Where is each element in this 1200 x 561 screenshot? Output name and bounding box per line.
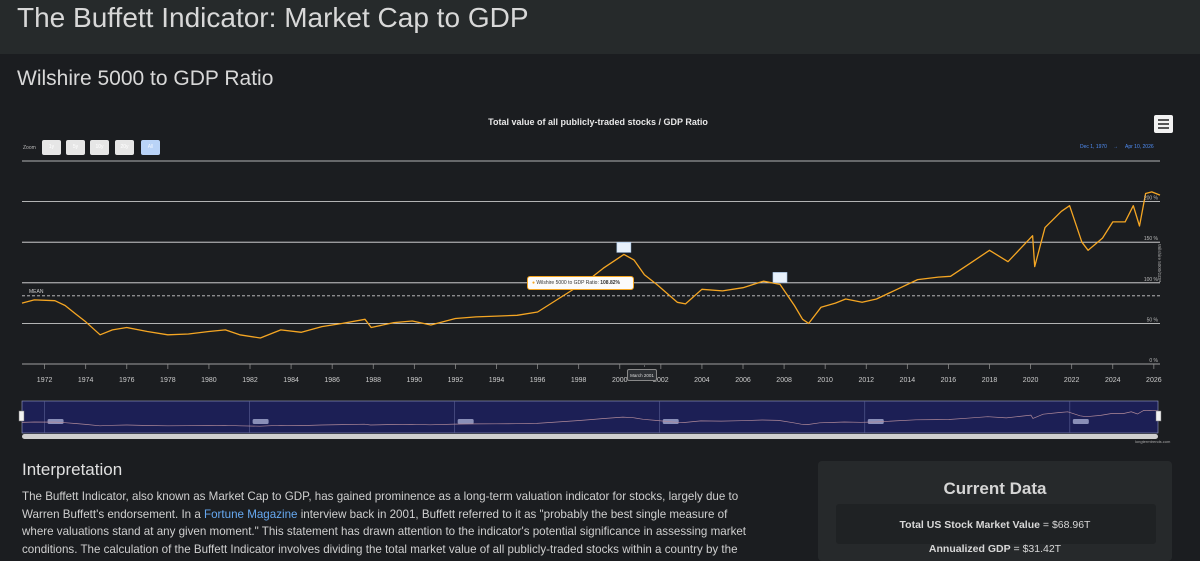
chart-svg[interactable]: 0 % 50 % 100 % 150 % 200 % MEAN 1972 1974 1976 19…	[0, 104, 1200, 450]
zoom-button-1y[interactable]: 1y	[42, 140, 61, 155]
event-flag-marker	[772, 272, 788, 283]
x-tick-label: 1984	[283, 377, 299, 384]
x-tick-label: 1976	[119, 377, 135, 384]
menu-line	[1158, 119, 1169, 121]
x-tick-label: 1988	[365, 377, 381, 384]
navigator-year-tag	[47, 419, 64, 424]
menu-line	[1158, 127, 1169, 129]
x-tick-label: 2024	[1105, 377, 1121, 384]
market-value: = $68.96T	[1042, 519, 1091, 531]
y-tick-label: 50 %	[1147, 317, 1159, 323]
navigator-scrollbar[interactable]	[22, 434, 1158, 439]
y-tick-label: 150 %	[1144, 236, 1159, 242]
x-tick-label: 2018	[982, 377, 998, 384]
x-tick-label: 2004	[694, 377, 710, 384]
chart-credit[interactable]: longtermtrends.com	[1135, 439, 1171, 444]
zoom-button-20y[interactable]: 20y	[115, 140, 134, 155]
navigator-series-line	[21, 409, 1159, 427]
chart-title: Total value of all publicly-traded stock…	[488, 117, 708, 127]
gdp-label: Annualized GDP	[928, 543, 1011, 555]
y-axis-title: Wilshire 5000/GDP	[1157, 244, 1162, 283]
interpretation-title: Interpretation	[22, 460, 123, 479]
x-tick-label: 1996	[530, 377, 546, 384]
gdp-line: Annualized GDP = $31.42T	[818, 543, 1172, 555]
navigator-panel	[21, 400, 1159, 434]
y-tick-label: 200 %	[1144, 196, 1159, 202]
market-value-line: Total US Stock Market Value = $68.96T	[818, 519, 1172, 531]
x-tick-label: 2010	[817, 377, 833, 384]
zoom-button-10y[interactable]: 10y	[90, 140, 109, 155]
mean-label: MEAN	[29, 289, 44, 295]
x-tick-label: 1972	[37, 377, 53, 384]
tooltip-value: 108.82%	[600, 280, 620, 286]
top-bar	[0, 0, 1200, 54]
navigator-year-tag	[1072, 419, 1089, 424]
tooltip-series-name: Wilshire 5000 to GDP Ratio:	[536, 280, 599, 286]
gdp-value: = $31.42T	[1013, 543, 1062, 555]
range-from-input[interactable]: Dec 1, 1970	[1080, 144, 1107, 150]
zoom-button-5y[interactable]: 5y	[66, 140, 85, 155]
x-tick-label: 2006	[735, 377, 751, 384]
x-tick-label: 1998	[571, 377, 587, 384]
navigator-year-tag	[457, 419, 474, 424]
menu-line	[1158, 123, 1169, 125]
current-data-card: Current Data Total US Stock Market Value…	[818, 461, 1172, 561]
current-data-title: Current Data	[943, 479, 1047, 498]
x-tick-label: 2002	[653, 377, 669, 384]
y-tick-label: 0 %	[1149, 358, 1158, 364]
event-flag-marker	[616, 242, 632, 253]
range-to-input[interactable]: Apr 10, 2026	[1125, 144, 1154, 150]
x-tick-label: 2014	[900, 377, 916, 384]
x-tick-label: 1982	[242, 377, 258, 384]
navigator-year-tag	[252, 419, 269, 424]
tooltip-dot-icon: ●	[532, 280, 536, 286]
x-tick-label: 2000	[612, 377, 628, 384]
zoom-button-all[interactable]: All	[141, 140, 160, 155]
navigator-handle-left[interactable]	[18, 410, 25, 422]
x-tick-label: 1992	[448, 377, 464, 384]
interpretation-text: The Buffett Indicator, also known as Mar…	[22, 488, 762, 558]
navigator-handle-right[interactable]	[1155, 410, 1162, 422]
crosshair-date-label: March 2001	[627, 369, 657, 381]
x-tick-label: 2020	[1023, 377, 1039, 384]
x-tick-label: 2022	[1064, 377, 1080, 384]
x-tick-label: 2012	[858, 377, 874, 384]
x-tick-label: 2008	[776, 377, 792, 384]
zoom-label: Zoom	[23, 145, 36, 151]
x-tick-label: 1986	[324, 377, 340, 384]
interpretation-text-end: interview back in 2001, Buffett referred…	[22, 507, 747, 556]
x-tick-label: 2016	[941, 377, 957, 384]
x-tick-label: 1974	[78, 377, 94, 384]
navigator-year-tag	[867, 419, 884, 424]
x-tick-label: 1990	[407, 377, 423, 384]
chart-container[interactable]: 0 % 50 % 100 % 150 % 200 % MEAN 1972 1974 1976 19…	[0, 104, 1200, 450]
x-tick-label: 1994	[489, 377, 505, 384]
hamburger-menu-icon[interactable]	[1154, 115, 1173, 133]
x-tick-label: 1980	[201, 377, 217, 384]
chart-tooltip: ● Wilshire 5000 to GDP Ratio: 108.82%	[527, 276, 634, 290]
current-data-row	[836, 504, 1156, 544]
interpretation-text-start: The Buffett Indicator, also known as Mar…	[22, 490, 739, 521]
x-tick-label: 2026	[1146, 377, 1162, 384]
series-line-wilshire-gdp	[21, 191, 1161, 339]
y-tick-label: 100 %	[1144, 277, 1159, 283]
fortune-magazine-link[interactable]: Fortune Magazine	[204, 507, 298, 521]
range-separator: →	[1113, 144, 1118, 150]
page-title: The Buffett Indicator: Market Cap to GDP	[17, 2, 529, 33]
section-title: Wilshire 5000 to GDP Ratio	[17, 67, 274, 90]
market-value-label: Total US Stock Market Value	[899, 519, 1040, 531]
x-tick-label: 1978	[160, 377, 176, 384]
